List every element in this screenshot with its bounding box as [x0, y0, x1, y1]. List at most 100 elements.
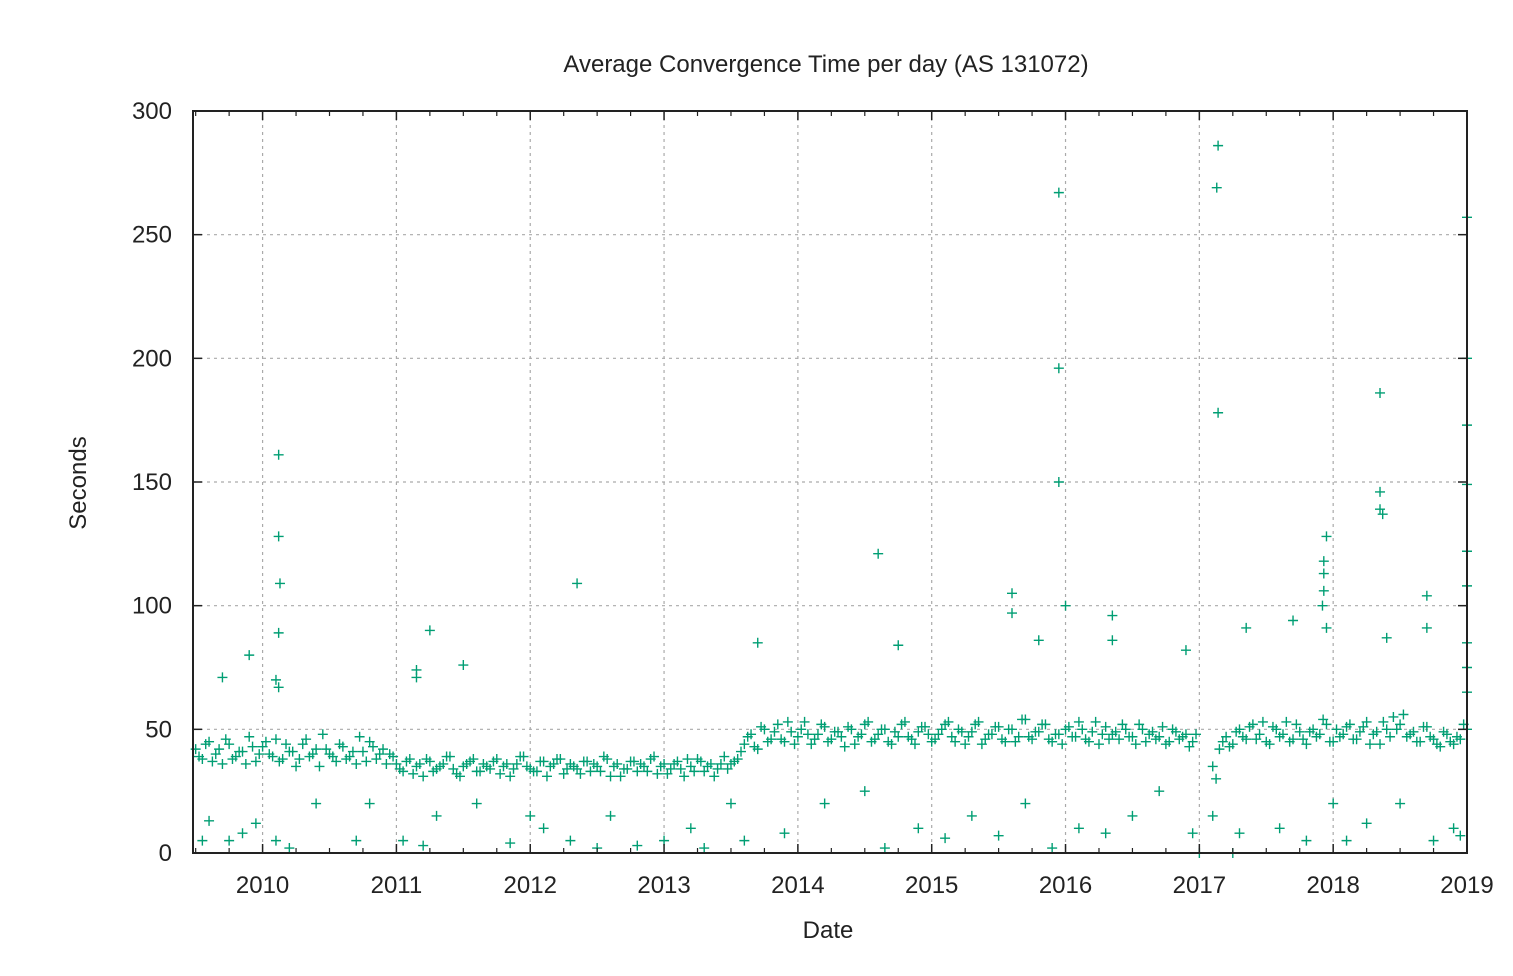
- data-point: [996, 734, 1007, 745]
- data-point: [685, 823, 696, 834]
- data-point: [1010, 736, 1021, 747]
- data-point: [722, 763, 733, 774]
- data-point: [1428, 835, 1439, 846]
- data-point: [488, 756, 499, 767]
- data-point: [421, 754, 432, 765]
- data-point: [1097, 729, 1108, 740]
- data-point: [1073, 823, 1084, 834]
- data-point: [715, 758, 726, 769]
- data-point: [471, 798, 482, 809]
- data-point: [649, 751, 660, 762]
- y-axis-label: Seconds: [65, 436, 92, 529]
- data-point: [1371, 726, 1382, 737]
- y-tick-label: 100: [132, 593, 172, 620]
- data-point: [1214, 744, 1225, 755]
- data-point: [270, 835, 281, 846]
- data-point: [863, 716, 874, 727]
- data-point: [1073, 716, 1084, 727]
- data-point: [822, 736, 833, 747]
- data-point: [1117, 719, 1128, 730]
- data-point: [334, 739, 345, 750]
- data-point: [424, 625, 435, 636]
- data-point: [1033, 635, 1044, 646]
- data-point: [1284, 736, 1295, 747]
- data-point: [273, 682, 284, 693]
- data-point: [1418, 721, 1429, 732]
- data-point: [1157, 721, 1168, 732]
- data-point: [1017, 714, 1028, 725]
- data-point: [1431, 739, 1442, 750]
- chart-title: Average Convergence Time per day (AS 131…: [563, 51, 1088, 78]
- data-point: [1104, 734, 1115, 745]
- data-point: [528, 766, 539, 777]
- data-point: [1438, 726, 1449, 737]
- data-point: [1318, 714, 1329, 725]
- data-point: [250, 818, 261, 829]
- data-point: [1053, 187, 1064, 198]
- data-point: [1455, 830, 1466, 841]
- data-point: [1318, 585, 1329, 596]
- data-point: [859, 786, 870, 797]
- data-point: [273, 627, 284, 638]
- data-point: [1244, 721, 1255, 732]
- data-point: [1224, 741, 1235, 752]
- data-point: [709, 771, 720, 782]
- data-point: [679, 771, 690, 782]
- data-point: [1375, 739, 1386, 750]
- data-point: [572, 578, 583, 589]
- data-point: [461, 758, 472, 769]
- data-point: [615, 771, 626, 782]
- data-point: [194, 751, 205, 762]
- data-point: [411, 672, 422, 683]
- data-point: [1180, 645, 1191, 656]
- data-point: [655, 761, 666, 772]
- y-tick-label: 200: [132, 345, 172, 372]
- y-tick-label: 50: [145, 716, 172, 743]
- data-point: [749, 741, 760, 752]
- data-point: [582, 756, 593, 767]
- data-point: [267, 751, 278, 762]
- data-point: [227, 754, 238, 765]
- data-point: [244, 731, 255, 742]
- data-point: [568, 761, 579, 772]
- data-point: [341, 754, 352, 765]
- data-point: [1037, 719, 1048, 730]
- data-point: [1331, 724, 1342, 735]
- data-point: [819, 798, 830, 809]
- data-point: [976, 739, 987, 750]
- data-point: [1351, 734, 1362, 745]
- data-point: [1154, 786, 1165, 797]
- data-point: [1385, 731, 1396, 742]
- data-point: [281, 739, 292, 750]
- data-point: [214, 744, 225, 755]
- x-tick-label: 2019: [1440, 872, 1493, 899]
- data-point: [1421, 622, 1432, 633]
- data-point: [1341, 835, 1352, 846]
- data-point: [970, 719, 981, 730]
- data-point: [1207, 761, 1218, 772]
- data-point: [873, 548, 884, 559]
- data-point: [595, 766, 606, 777]
- data-point: [408, 768, 419, 779]
- data-point: [1191, 729, 1202, 740]
- data-point: [736, 746, 747, 757]
- data-point: [1087, 726, 1098, 737]
- data-point: [1364, 739, 1375, 750]
- data-point: [632, 840, 643, 851]
- data-point: [772, 719, 783, 730]
- data-point: [729, 756, 740, 767]
- data-point: [1281, 716, 1292, 727]
- data-point: [849, 739, 860, 750]
- data-point: [1231, 726, 1242, 737]
- data-point: [1288, 615, 1299, 626]
- data-point: [622, 763, 633, 774]
- data-point: [1451, 731, 1462, 742]
- data-point: [1150, 734, 1161, 745]
- data-point: [1421, 590, 1432, 601]
- data-point: [1234, 828, 1245, 839]
- data-point: [1398, 709, 1409, 720]
- data-point: [652, 768, 663, 779]
- data-point: [1023, 731, 1034, 742]
- data-point: [1338, 729, 1349, 740]
- data-point: [1217, 736, 1228, 747]
